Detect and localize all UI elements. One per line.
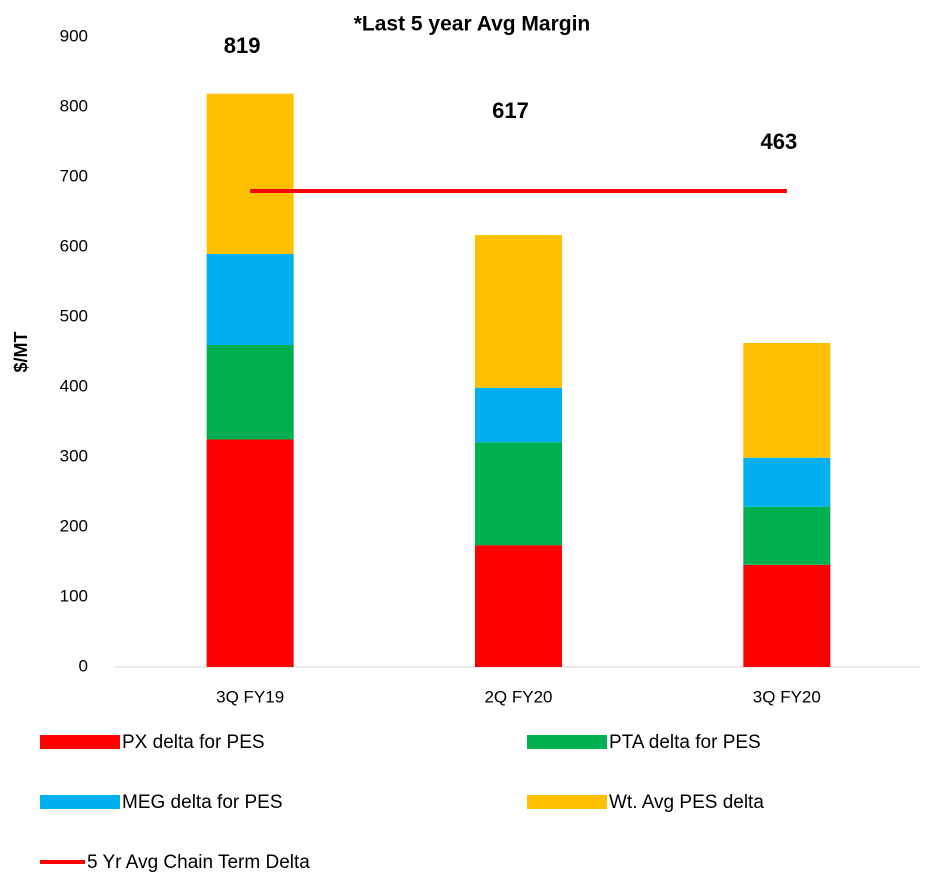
legend-label: Wt. Avg PES delta — [609, 792, 764, 813]
y-tick-label: 200 — [60, 516, 88, 535]
y-tick-label: 500 — [60, 306, 88, 325]
legend-label: PX delta for PES — [122, 732, 265, 753]
y-tick-label: 900 — [60, 26, 88, 45]
x-tick-label: 3Q FY20 — [753, 687, 821, 706]
y-tick-label: 600 — [60, 236, 88, 255]
y-tick-label: 700 — [60, 166, 88, 185]
total-label: 463 — [760, 129, 797, 154]
bar-segment — [475, 387, 562, 443]
y-axis-label: $/MT — [11, 331, 31, 372]
legend-label: PTA delta for PES — [609, 732, 761, 753]
total-label: 617 — [492, 98, 529, 123]
chart-title: *Last 5 year Avg Margin — [354, 13, 591, 36]
bar-segment — [475, 442, 562, 546]
legend-swatch — [527, 795, 607, 809]
bar-segment — [206, 345, 294, 440]
bar-segment — [475, 545, 562, 667]
y-tick-label: 300 — [60, 446, 88, 465]
bar-segment — [206, 439, 294, 667]
bar-segment — [743, 506, 831, 565]
legend-swatch — [40, 735, 120, 749]
legend-label: MEG delta for PES — [122, 792, 283, 813]
bar-segment — [743, 564, 831, 667]
bar-segment — [743, 342, 831, 458]
bar-segment — [206, 93, 294, 254]
bar-segment — [743, 457, 831, 507]
legend-label: 5 Yr Avg Chain Term Delta — [87, 852, 310, 873]
y-tick-label: 0 — [79, 656, 88, 675]
legend-swatch — [40, 795, 120, 809]
y-tick-label: 100 — [60, 586, 88, 605]
x-tick-label: 3Q FY19 — [216, 687, 284, 706]
y-tick-label: 800 — [60, 96, 88, 115]
bar-segment — [475, 235, 562, 388]
y-tick-label: 400 — [60, 376, 88, 395]
bar-segment — [206, 254, 294, 345]
total-label: 819 — [224, 33, 261, 58]
legend-swatch — [527, 735, 607, 749]
x-tick-label: 2Q FY20 — [484, 687, 552, 706]
